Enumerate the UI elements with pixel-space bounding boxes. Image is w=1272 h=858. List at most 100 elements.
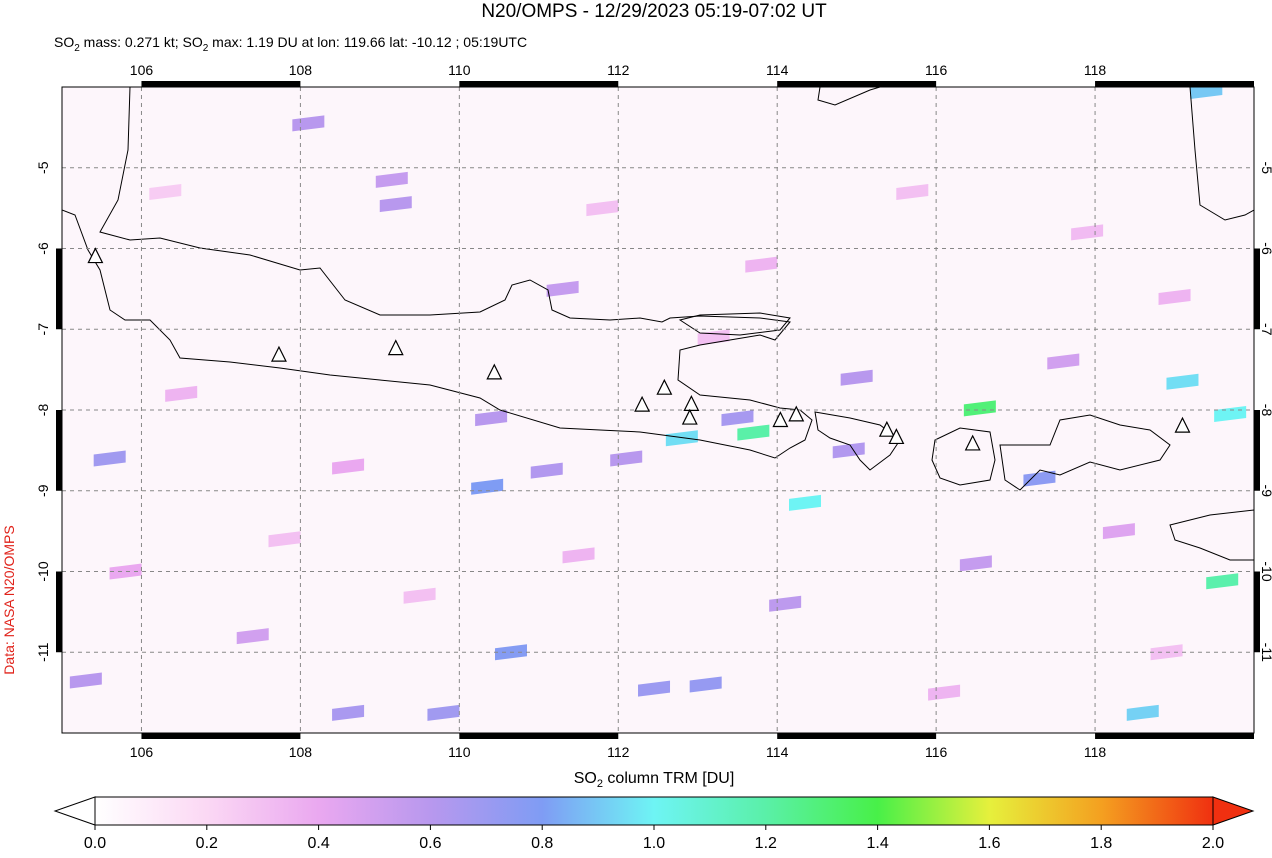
so2-pixel [546, 280, 579, 297]
colorbar-ramp [94, 796, 1214, 826]
y-tick-label: -9 [1259, 485, 1272, 498]
so2-pixel [896, 183, 929, 200]
colorbar-tick-label: 1.6 [978, 835, 1000, 852]
x-tick-label: 118 [1084, 62, 1107, 78]
frame-bar [459, 81, 619, 87]
y-tick-label: -5 [35, 161, 51, 174]
volcano [681, 408, 698, 425]
so2-pixel [562, 547, 595, 564]
x-tick-label: 118 [1084, 744, 1107, 760]
frame-bar [56, 410, 62, 491]
subtitle: SO2 mass: 0.271 kt; SO2 max: 1.19 DU at … [54, 34, 527, 54]
frame-bar [141, 81, 301, 87]
volcano [634, 395, 651, 412]
coastline-lombok [931, 427, 996, 486]
y-tick-label: -10 [1259, 561, 1272, 581]
x-tick-label: 108 [289, 744, 313, 760]
so2-pixel [1158, 288, 1191, 305]
subtitle-part: 2 [203, 43, 209, 54]
colorbar-tick-label: 1.0 [643, 835, 665, 852]
x-tick-label: 114 [766, 62, 789, 78]
y-tick-label: -11 [1259, 643, 1272, 662]
so2-pixel [1166, 373, 1199, 390]
colorbar: 0.0 0.2 0.4 0.6 0.8 1.0 1.2 1.4 1.6 1.8 2.0 [53, 796, 1255, 852]
so2-pixel [236, 628, 269, 645]
frame-bar [56, 248, 62, 330]
colorbar-tick-label: 1.2 [755, 835, 777, 852]
y-tick-label: -8 [35, 404, 51, 417]
x-tick-label: 112 [607, 62, 630, 78]
so2-pixel [475, 410, 508, 427]
x-tick-label: 114 [766, 744, 789, 760]
frame-bar [141, 733, 301, 739]
so2-pixel [375, 171, 408, 188]
frame-bar [459, 733, 619, 739]
colorbar-tick-label: 1.8 [1090, 835, 1112, 852]
volcano [878, 420, 895, 437]
colorbar-label: SO2 column TRM [DU] [574, 770, 735, 790]
subtitle-part: mass: 0.271 kt; SO [80, 34, 203, 50]
subtitle-part: SO [54, 34, 74, 50]
colorbar-label-part: 2 [597, 778, 603, 790]
so2-pixel [745, 256, 778, 273]
volcano [656, 378, 673, 395]
volcano [772, 411, 789, 428]
colorbar-over [1212, 796, 1255, 826]
colorbar-tick-label: 0.2 [196, 835, 218, 852]
frame-bar [777, 81, 937, 87]
so2-pixel [332, 458, 365, 475]
title: N20/OMPS - 12/29/2023 05:19-07:02 UT [481, 1, 827, 22]
colorbar-tick-label: 0.0 [84, 835, 106, 852]
colorbar-tick-label: 2.0 [1202, 835, 1224, 852]
frame-bar [1095, 733, 1254, 739]
volcano [964, 434, 981, 451]
coastline-sulawesi [1189, 87, 1254, 221]
x-tick-label: 116 [925, 62, 948, 78]
subtitle-part: 2 [74, 43, 80, 54]
so2-pixel [665, 430, 698, 447]
so2-pixel [586, 200, 619, 217]
volcano [888, 428, 905, 445]
y-tick-label: -6 [1259, 242, 1272, 255]
y-tick-label: -9 [35, 484, 51, 497]
y-tick-label: -5 [1259, 162, 1272, 175]
so2-pixel [689, 676, 722, 693]
volcano [788, 405, 805, 422]
so2-pixel [427, 704, 460, 721]
so2-pixel [1102, 523, 1135, 540]
frame-bars [56, 81, 1260, 739]
volcano [1174, 416, 1191, 433]
so2-pixel [403, 587, 436, 604]
so2-pixel [149, 183, 182, 200]
so2-pixel [268, 531, 301, 548]
y-tick-label: -6 [35, 242, 51, 255]
y-tick-label: -8 [1259, 404, 1272, 417]
so2-pixel [1023, 470, 1056, 487]
subtitle-part: max: 1.19 DU at lon: 119.66 lat: -10.12 … [208, 34, 527, 50]
volcano [683, 395, 700, 411]
x-tick-label: 106 [130, 62, 154, 78]
so2-pixel [963, 400, 996, 417]
data-source: Data: NASA N20/OMPS [1, 525, 17, 674]
so2-pixel [1190, 87, 1223, 100]
coastlines [62, 87, 1254, 561]
colorbar-tick-label: 0.4 [307, 835, 329, 852]
colorbar-tick-label: 0.8 [531, 835, 553, 852]
coastline-kalimantan [817, 87, 881, 106]
colorbar-tick-label: 1.4 [866, 835, 888, 852]
colorbar-under [53, 796, 96, 826]
volcano [270, 345, 287, 362]
frame-bar [56, 571, 62, 653]
colorbar-tick-label: 0.6 [419, 835, 441, 852]
x-tick-label: 116 [925, 744, 948, 760]
so2-pixel [530, 462, 563, 479]
so2-pixel [959, 555, 992, 572]
so2-pixel [93, 450, 126, 467]
volcano [387, 339, 404, 356]
so2-pixel [638, 680, 671, 697]
x-tick-label: 112 [607, 744, 630, 760]
x-tick-label: 110 [448, 62, 471, 78]
so2-pixel [165, 385, 198, 402]
grid [62, 87, 1254, 733]
